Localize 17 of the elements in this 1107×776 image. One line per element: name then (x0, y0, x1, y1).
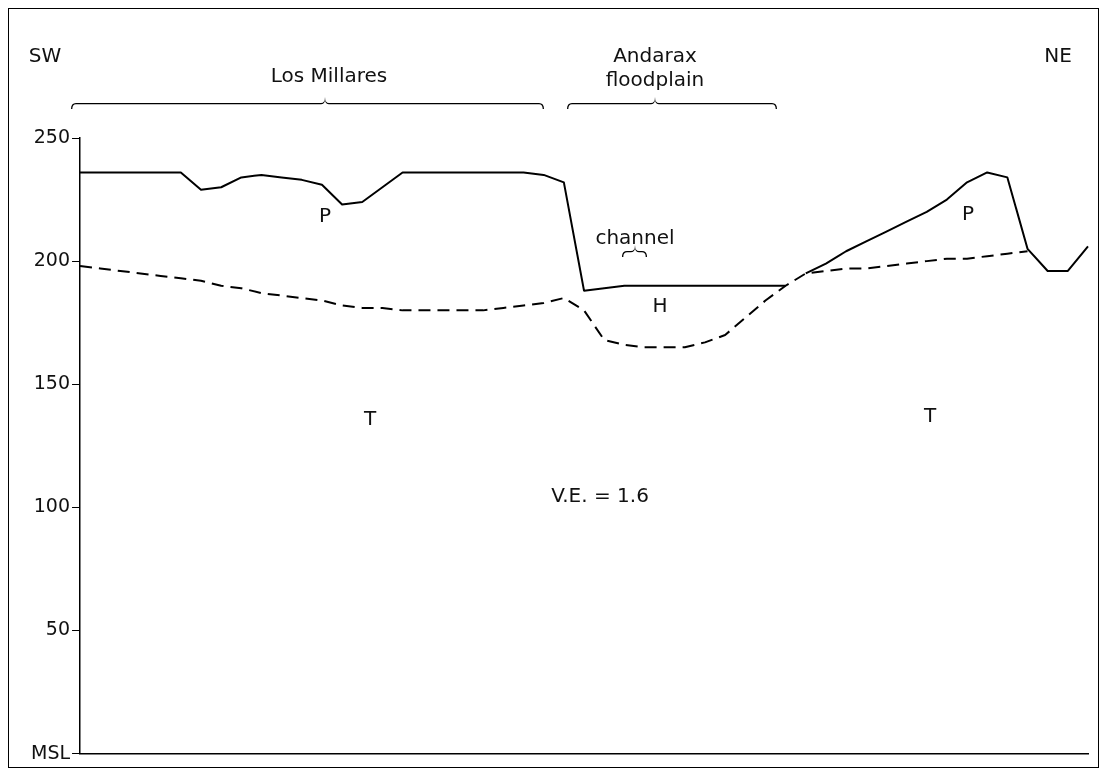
annotation: H (651, 293, 669, 317)
text: NE (1043, 43, 1073, 67)
y-tick-label: 200 (33, 248, 71, 271)
y-tick-label: 150 (33, 371, 71, 394)
text: SW (27, 43, 63, 67)
text: Los Millares (269, 63, 389, 87)
y-tick-label: 250 (33, 124, 71, 147)
annotation: V.E. = 1.6 (550, 483, 650, 507)
annotation: channel (594, 225, 676, 249)
annotation: P (317, 203, 333, 227)
text: Andarax floodplain (604, 43, 706, 91)
y-tick-label: MSL (30, 740, 71, 763)
annotation: T (362, 406, 378, 430)
y-tick-label: 50 (45, 617, 71, 640)
y-tick-label: 100 (33, 494, 71, 517)
annotation: T (922, 403, 938, 427)
annotation: P (960, 201, 976, 225)
